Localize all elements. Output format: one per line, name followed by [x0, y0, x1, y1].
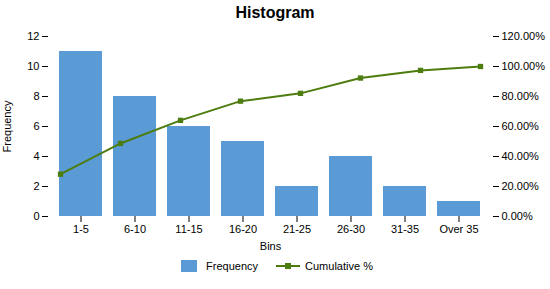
svg-text:Frequency: Frequency [1, 100, 13, 152]
svg-text:12: 12 [27, 30, 39, 42]
svg-text:6-10: 6-10 [124, 223, 146, 235]
svg-text:8: 8 [33, 90, 39, 102]
svg-text:10: 10 [27, 60, 39, 72]
svg-text:60.00%: 60.00% [502, 120, 540, 132]
svg-text:2: 2 [33, 180, 39, 192]
svg-text:0: 0 [33, 210, 39, 222]
svg-text:1-5: 1-5 [73, 223, 89, 235]
svg-text:120.00%: 120.00% [502, 30, 546, 42]
svg-text:26-30: 26-30 [337, 223, 365, 235]
svg-text:4: 4 [33, 150, 39, 162]
svg-text:11-15: 11-15 [175, 223, 202, 235]
svg-text:16-20: 16-20 [229, 223, 257, 235]
svg-text:31-35: 31-35 [391, 223, 419, 235]
svg-text:20.00%: 20.00% [502, 180, 540, 192]
svg-text:6: 6 [33, 120, 39, 132]
html-text:Frequency: Frequency [206, 260, 259, 272]
svg-text:0.00%: 0.00% [502, 210, 533, 222]
svg-text:Bins: Bins [260, 240, 282, 252]
html-text:Histogram: Histogram [235, 4, 315, 21]
svg-text:100.00%: 100.00% [502, 60, 546, 72]
html-text:Cumulative %: Cumulative % [305, 260, 373, 272]
svg-text:21-25: 21-25 [283, 223, 311, 235]
svg-text:80.00%: 80.00% [502, 90, 540, 102]
svg-text:40.00%: 40.00% [502, 150, 540, 162]
svg-text:Over 35: Over 35 [439, 223, 478, 235]
